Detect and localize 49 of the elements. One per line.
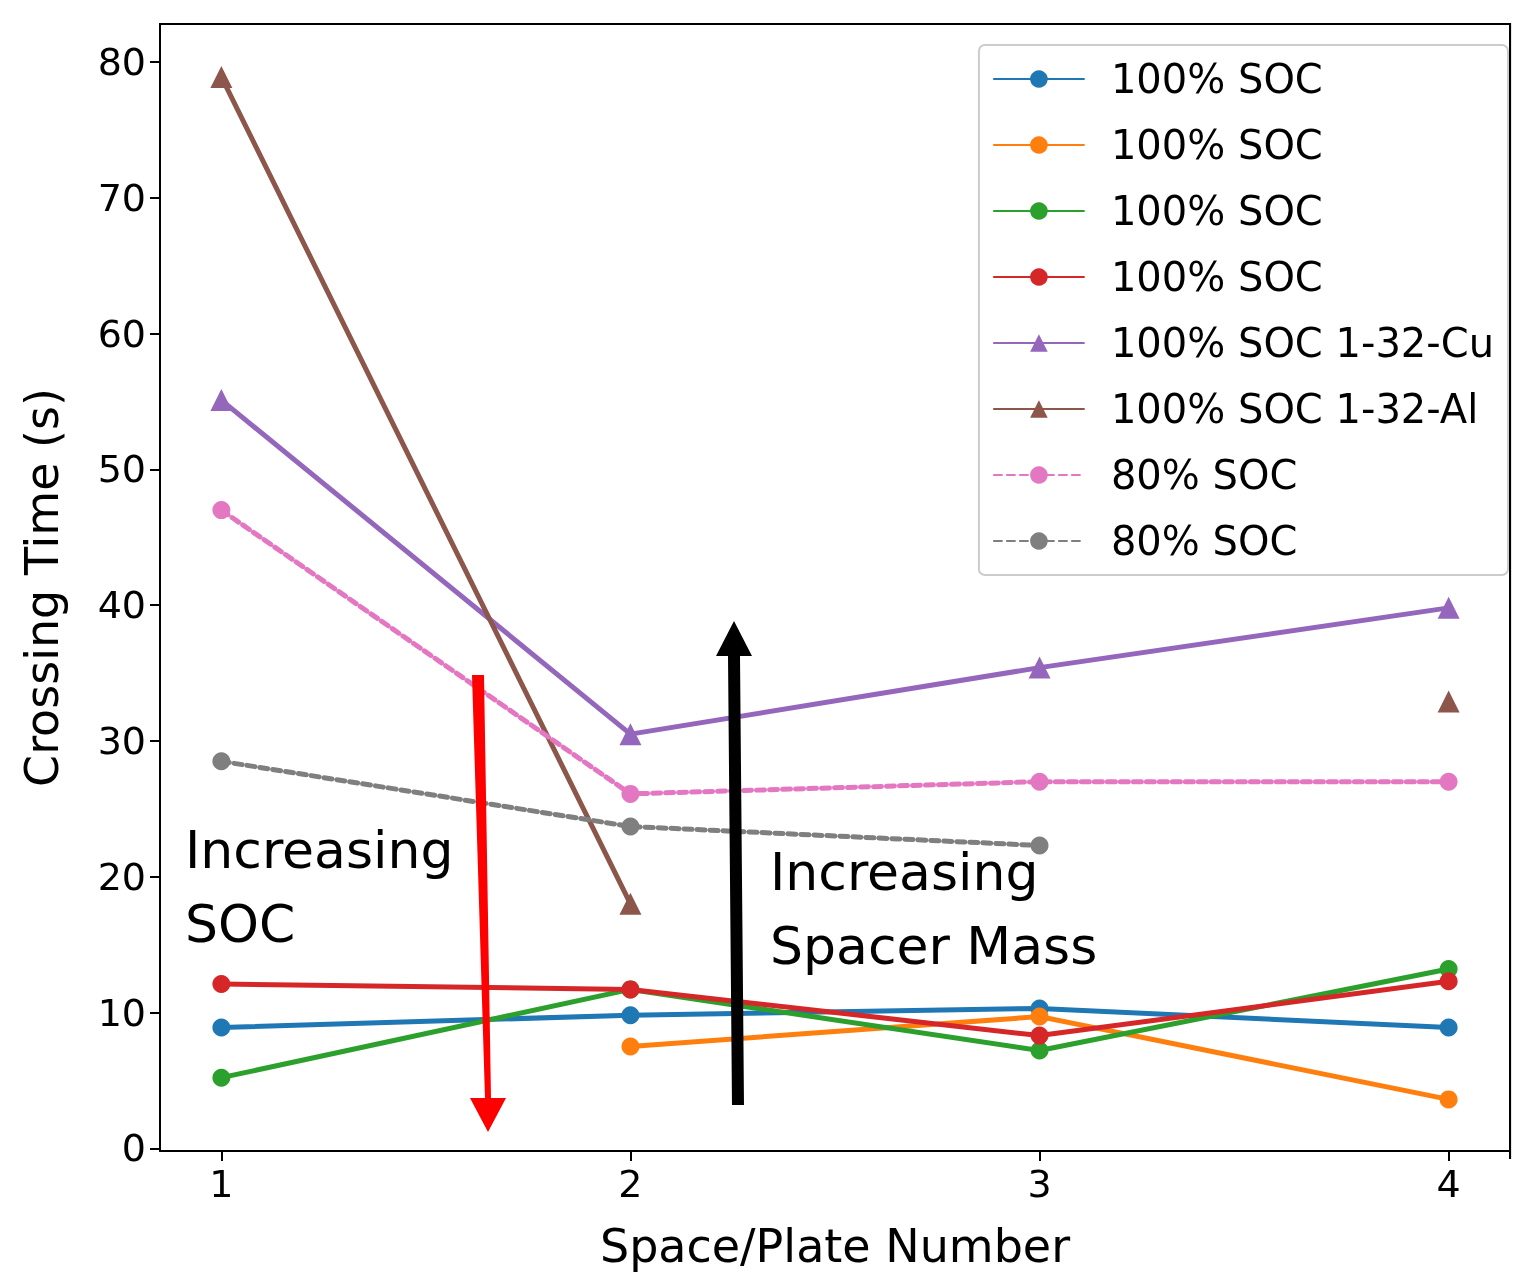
- point: [1439, 1018, 1458, 1037]
- point: [212, 501, 231, 520]
- y-tick-label: 20: [97, 854, 146, 899]
- y-axis-title: Crossing Time (s): [15, 388, 69, 787]
- point: [212, 1068, 231, 1087]
- point: [1030, 1041, 1049, 1060]
- y-tick-label: 30: [97, 718, 146, 763]
- x-tick-label: 2: [618, 1162, 643, 1206]
- x-tick-label: 4: [1436, 1162, 1461, 1206]
- point: [212, 752, 231, 771]
- point: [1030, 772, 1049, 791]
- point: [212, 974, 231, 993]
- point: [210, 389, 233, 412]
- point: [1437, 596, 1460, 619]
- legend-label: 80% SOC: [1110, 518, 1298, 564]
- legend-label: 80% SOC: [1110, 452, 1298, 498]
- point: [619, 723, 642, 746]
- annotation: Increasing Spacer Mass: [770, 842, 1098, 976]
- point: [1439, 1090, 1458, 1109]
- y-tick-label: 80: [97, 40, 146, 85]
- y-tick-label: 50: [97, 447, 146, 492]
- legend-label: 100% SOC 1-32-Al: [1110, 386, 1479, 432]
- point: [1028, 656, 1051, 679]
- annotation: Increasing SOC: [185, 820, 454, 954]
- point: [621, 1006, 640, 1025]
- point: [1439, 972, 1458, 991]
- legend-label: 100% SOC: [1110, 56, 1323, 102]
- legend-label: 100% SOC: [1110, 122, 1323, 168]
- y-tick-label: 60: [97, 311, 146, 356]
- point: [621, 1037, 640, 1056]
- point: [212, 1018, 231, 1037]
- x-tick-label: 3: [1027, 1162, 1052, 1206]
- point: [210, 65, 233, 88]
- point: [1437, 690, 1460, 713]
- point: [1030, 1026, 1049, 1045]
- y-tick-label: 10: [97, 990, 146, 1035]
- legend-label: 100% SOC 1-32-Cu: [1110, 320, 1495, 366]
- x-axis-title: Space/Plate Number: [599, 1219, 1071, 1273]
- y-tick-label: 0: [121, 1126, 146, 1171]
- point: [1030, 1007, 1049, 1026]
- x-tick-label: 1: [209, 1162, 234, 1206]
- point: [621, 817, 640, 836]
- legend-label: 100% SOC: [1110, 254, 1323, 300]
- y-tick-label: 40: [97, 583, 146, 628]
- y-tick-label: 70: [97, 175, 146, 220]
- point: [621, 784, 640, 803]
- legend-label: 100% SOC: [1110, 188, 1323, 234]
- point: [619, 892, 642, 915]
- point: [1439, 772, 1458, 791]
